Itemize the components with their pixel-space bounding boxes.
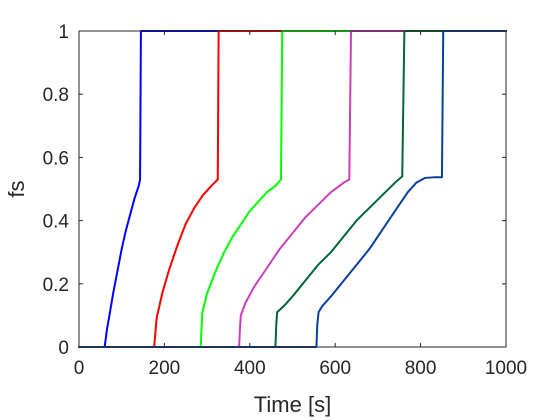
series-line-4 xyxy=(78,30,507,348)
plot-area xyxy=(79,31,506,347)
x-tick-label: 400 xyxy=(234,358,266,379)
x-tick-label: 200 xyxy=(149,358,181,379)
plot-background xyxy=(79,31,506,347)
y-tick-label: 0 xyxy=(58,338,69,359)
x-tick-label: 0 xyxy=(74,358,85,379)
axes-frame xyxy=(78,30,507,348)
x-tick-label: 1000 xyxy=(485,358,527,379)
axes-layer: 0 200 400 600 800 1000 0 0.2 0.4 0.6 0.8 1 xyxy=(43,22,528,379)
x-tick-label: 600 xyxy=(319,358,351,379)
x-axis-label: Time [s] xyxy=(254,392,331,417)
y-tick-label: 1 xyxy=(58,22,69,43)
x-tick-label: 800 xyxy=(405,358,437,379)
series-line-3 xyxy=(78,30,507,348)
series-line-6 xyxy=(78,30,507,348)
series-layer xyxy=(78,30,507,348)
series-line-1 xyxy=(78,30,507,348)
y-tick-label: 0.2 xyxy=(43,275,69,296)
y-tick-label: 0.6 xyxy=(43,148,69,169)
y-axis-label: fs xyxy=(4,180,29,197)
series-line-2 xyxy=(78,30,507,348)
series-line-5 xyxy=(78,30,507,348)
y-tick-label: 0.8 xyxy=(43,85,69,106)
y-tick-label: 0.4 xyxy=(43,212,70,233)
